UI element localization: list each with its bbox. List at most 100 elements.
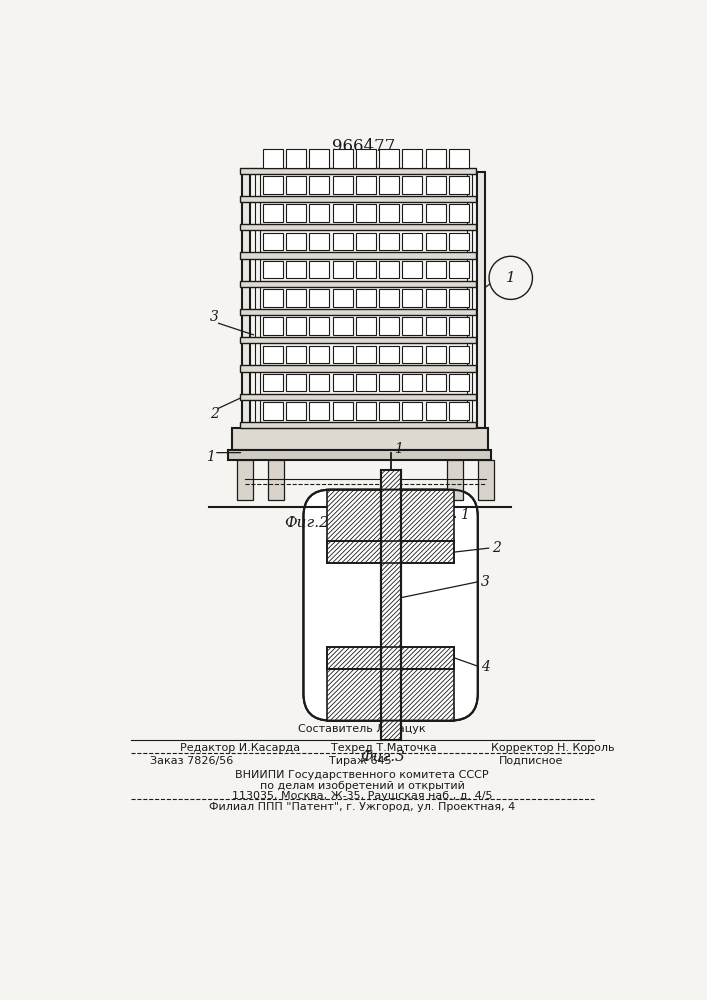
- Bar: [426, 233, 445, 250]
- Bar: [426, 374, 445, 391]
- Bar: [240, 252, 476, 259]
- Text: по делам изобретений и открытий: по делам изобретений и открытий: [259, 781, 464, 791]
- Bar: [240, 337, 476, 343]
- Bar: [263, 261, 283, 278]
- Bar: [402, 374, 422, 391]
- Bar: [332, 176, 353, 194]
- Bar: [240, 196, 476, 202]
- Text: 966477: 966477: [332, 138, 395, 155]
- Bar: [327, 647, 380, 669]
- Bar: [449, 233, 469, 250]
- Bar: [240, 394, 476, 400]
- Bar: [327, 490, 380, 541]
- Bar: [228, 450, 491, 460]
- Text: 1: 1: [206, 450, 214, 464]
- Bar: [402, 317, 422, 335]
- Text: Составитель Л.Мацук: Составитель Л.Мацук: [298, 724, 426, 734]
- Bar: [263, 149, 283, 168]
- Text: Фиг.2: Фиг.2: [284, 516, 329, 530]
- Bar: [286, 204, 306, 222]
- Bar: [332, 149, 353, 168]
- Bar: [426, 346, 445, 363]
- Bar: [426, 317, 445, 335]
- Bar: [309, 346, 329, 363]
- Bar: [477, 172, 485, 428]
- Text: Тираж 645: Тираж 645: [329, 756, 391, 766]
- Bar: [308, 541, 380, 647]
- Bar: [402, 289, 422, 307]
- Bar: [426, 261, 445, 278]
- Text: Техред Т.Маточка: Техред Т.Маточка: [331, 743, 437, 753]
- Bar: [401, 669, 454, 721]
- Bar: [401, 647, 454, 669]
- Bar: [327, 669, 380, 721]
- Bar: [402, 346, 422, 363]
- Bar: [449, 204, 469, 222]
- Bar: [426, 402, 445, 420]
- Text: ВНИИПИ Государственного комитета СССР: ВНИИПИ Государственного комитета СССР: [235, 770, 489, 780]
- Bar: [309, 261, 329, 278]
- Bar: [379, 374, 399, 391]
- Bar: [286, 261, 306, 278]
- Bar: [379, 233, 399, 250]
- Bar: [426, 176, 445, 194]
- Bar: [402, 261, 422, 278]
- Bar: [332, 346, 353, 363]
- Bar: [426, 289, 445, 307]
- Bar: [379, 176, 399, 194]
- Text: 1: 1: [460, 508, 469, 522]
- Bar: [448, 460, 462, 500]
- Text: Редактор И.Касарда: Редактор И.Касарда: [180, 743, 300, 753]
- Bar: [402, 204, 422, 222]
- Bar: [286, 289, 306, 307]
- Bar: [402, 233, 422, 250]
- Bar: [309, 204, 329, 222]
- Bar: [332, 204, 353, 222]
- Bar: [356, 233, 376, 250]
- Bar: [356, 374, 376, 391]
- Bar: [356, 204, 376, 222]
- Bar: [356, 317, 376, 335]
- Bar: [356, 402, 376, 420]
- Bar: [356, 346, 376, 363]
- Bar: [263, 289, 283, 307]
- Bar: [263, 346, 283, 363]
- Bar: [309, 317, 329, 335]
- Bar: [263, 176, 283, 194]
- Bar: [449, 261, 469, 278]
- Text: 3: 3: [209, 310, 218, 324]
- Bar: [263, 402, 283, 420]
- Bar: [237, 460, 252, 500]
- Bar: [478, 460, 493, 500]
- Text: Подписное: Подписное: [499, 756, 563, 766]
- Text: 1: 1: [506, 271, 515, 285]
- Bar: [449, 346, 469, 363]
- Bar: [309, 289, 329, 307]
- Bar: [356, 176, 376, 194]
- Bar: [402, 402, 422, 420]
- Bar: [327, 541, 380, 563]
- Bar: [426, 149, 445, 168]
- Bar: [332, 317, 353, 335]
- Text: Фиг.3: Фиг.3: [361, 750, 405, 764]
- Bar: [449, 402, 469, 420]
- Bar: [332, 233, 353, 250]
- Bar: [286, 317, 306, 335]
- Bar: [309, 176, 329, 194]
- Bar: [380, 470, 401, 740]
- Bar: [240, 365, 476, 372]
- Bar: [401, 490, 454, 541]
- Bar: [268, 460, 284, 500]
- Text: 113035, Москва, Ж-35, Раушская наб., д. 4/5: 113035, Москва, Ж-35, Раушская наб., д. …: [232, 791, 492, 801]
- Bar: [379, 149, 399, 168]
- Bar: [379, 261, 399, 278]
- FancyBboxPatch shape: [303, 490, 478, 721]
- Text: Заказ 7826/56: Заказ 7826/56: [151, 756, 233, 766]
- Bar: [402, 176, 422, 194]
- Bar: [286, 346, 306, 363]
- Bar: [332, 374, 353, 391]
- Bar: [426, 204, 445, 222]
- Bar: [379, 289, 399, 307]
- Text: 4: 4: [481, 660, 490, 674]
- Bar: [401, 541, 474, 647]
